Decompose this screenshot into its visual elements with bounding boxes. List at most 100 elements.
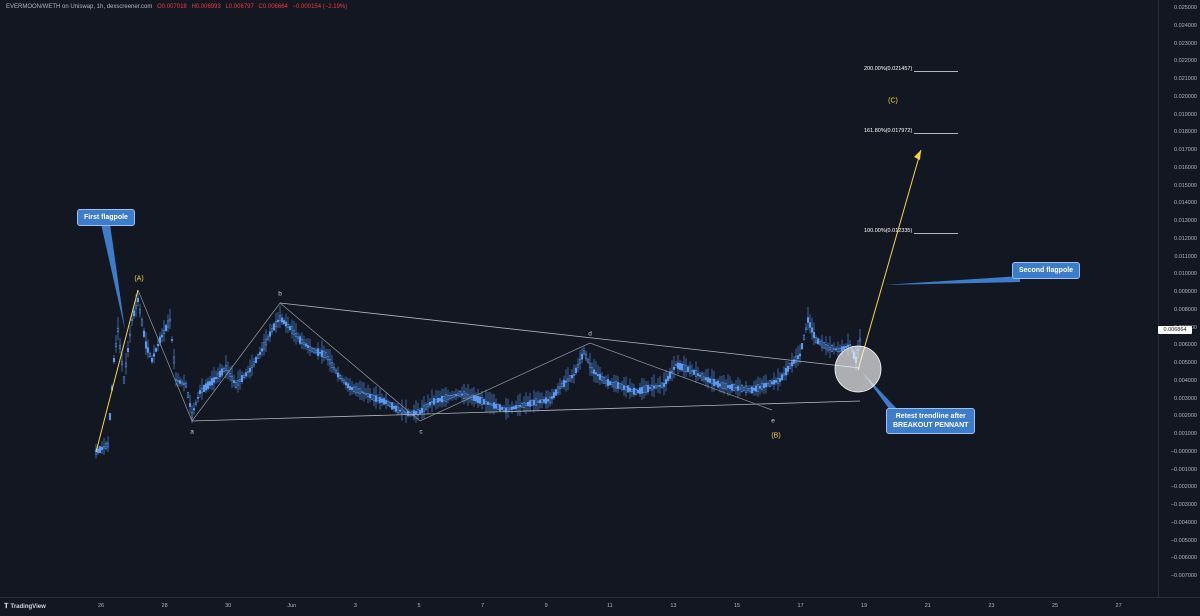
candle-body (794, 355, 798, 363)
candle-body (702, 376, 706, 380)
time-axis[interactable]: 𝐓 TradingView 26 28 30 Jun 3 5 7 9 11 13 15 17 19 21 23… (0, 597, 1200, 616)
candle-body (682, 364, 686, 372)
candle-body (372, 394, 376, 402)
candle-body (204, 383, 208, 391)
point-label-c: c (419, 428, 423, 436)
candle-body (292, 330, 296, 335)
first-flagpole-line[interactable] (95, 289, 139, 453)
candle-body (688, 366, 692, 374)
candle-body (360, 390, 364, 394)
candle-body (584, 353, 588, 360)
pennant-lower-trendline[interactable] (191, 400, 861, 422)
symbol-ohlc-legend: EVERMOON/WETH on Uniswap, 1h, dexscreene… (6, 4, 350, 10)
point-label-a: a (190, 428, 194, 436)
candle-body (706, 377, 710, 383)
candle-body (390, 402, 394, 410)
candle-body (130, 318, 134, 322)
candle-body (798, 353, 802, 357)
candle-body (352, 386, 356, 392)
candle-body (790, 361, 794, 367)
candle-body (368, 393, 372, 399)
tradingview-logo[interactable]: 𝐓 TradingView (4, 603, 46, 611)
price-axis[interactable]: 0.025000 0.024000 0.023000 0.022000 0.021000… (1158, 0, 1200, 597)
candle-body (646, 385, 650, 393)
candle-body (582, 350, 586, 354)
retest-callout[interactable]: Retest trendline after BREAKOUT PENNANT (886, 408, 976, 434)
candle-body (180, 381, 184, 385)
price-tick: −0.004000 (1170, 519, 1197, 526)
candle-body (748, 388, 752, 392)
candle-body (544, 397, 548, 404)
candle-series (94, 292, 862, 459)
wave-abcde-path[interactable] (137, 289, 773, 422)
candle-body (600, 376, 604, 381)
candle-body (504, 407, 508, 413)
candle-body (210, 378, 214, 386)
candle-body (714, 381, 718, 385)
candle-body (298, 336, 302, 344)
candle-body (468, 395, 472, 398)
candle-body (532, 399, 536, 406)
candle-body (386, 401, 390, 406)
candle-body (836, 347, 840, 352)
time-tick: Jun (287, 603, 297, 609)
candle-body (138, 309, 142, 314)
candle-body (676, 362, 680, 369)
candle-body (146, 347, 150, 353)
pennant-upper-trendline[interactable] (279, 302, 861, 369)
time-tick: 9 (544, 603, 548, 609)
candle-body (548, 396, 552, 404)
candle-body (842, 346, 846, 350)
candle-body (334, 370, 338, 374)
candle-body (510, 406, 514, 410)
candle-body (266, 336, 270, 340)
candle-body (316, 348, 320, 356)
second-flagpole-callout[interactable]: Second flagpole (1012, 262, 1081, 279)
fib-200-line[interactable] (914, 71, 958, 72)
candle-body (834, 348, 838, 351)
fib-100-line[interactable] (914, 233, 958, 234)
price-tick: 0.022000 (1174, 58, 1197, 65)
candle-body (202, 385, 206, 393)
candle-body (594, 372, 598, 375)
candle-body (346, 383, 350, 389)
candle-body (464, 393, 468, 399)
candle-body (838, 347, 842, 353)
candle-body (134, 304, 138, 309)
chart-area[interactable]: EVERMOON/WETH on Uniswap, 1h, dexscreene… (0, 0, 1158, 597)
retest-circle[interactable] (834, 345, 882, 393)
point-label-d: d (588, 330, 592, 338)
candle-body (650, 384, 654, 391)
candle-body (726, 385, 730, 388)
candle-body (458, 391, 462, 397)
candle-body (492, 402, 496, 409)
candle-body (736, 385, 740, 391)
point-label-b: b (278, 290, 282, 298)
fib-161-line[interactable] (914, 133, 958, 134)
candle-body (750, 386, 754, 394)
candle-body (710, 379, 714, 384)
candle-body (404, 411, 408, 414)
candle-body (694, 370, 698, 377)
candle-body (432, 398, 436, 405)
price-tick: −0.007000 (1170, 573, 1197, 579)
candle-body (550, 396, 554, 399)
ohlc-close: C0.006664 (258, 4, 288, 10)
candle-body (322, 350, 326, 358)
second-flagpole-projection[interactable] (857, 149, 922, 371)
candle-body (592, 369, 596, 374)
candle-body (424, 404, 428, 410)
candle-body (124, 362, 128, 368)
candle-body (140, 319, 144, 326)
candle-body (562, 379, 566, 387)
chart-drawing-canvas (94, 149, 1020, 459)
candle-body (126, 348, 130, 352)
first-flagpole-callout[interactable]: First flagpole (77, 209, 135, 226)
candle-body (568, 375, 572, 382)
second-flagpole-pointer (884, 276, 1020, 285)
price-tick: 0.006000 (1174, 342, 1197, 349)
candle-body (284, 321, 288, 327)
candle-body (670, 370, 674, 373)
candle-body (348, 386, 352, 390)
candle-body (576, 364, 580, 368)
